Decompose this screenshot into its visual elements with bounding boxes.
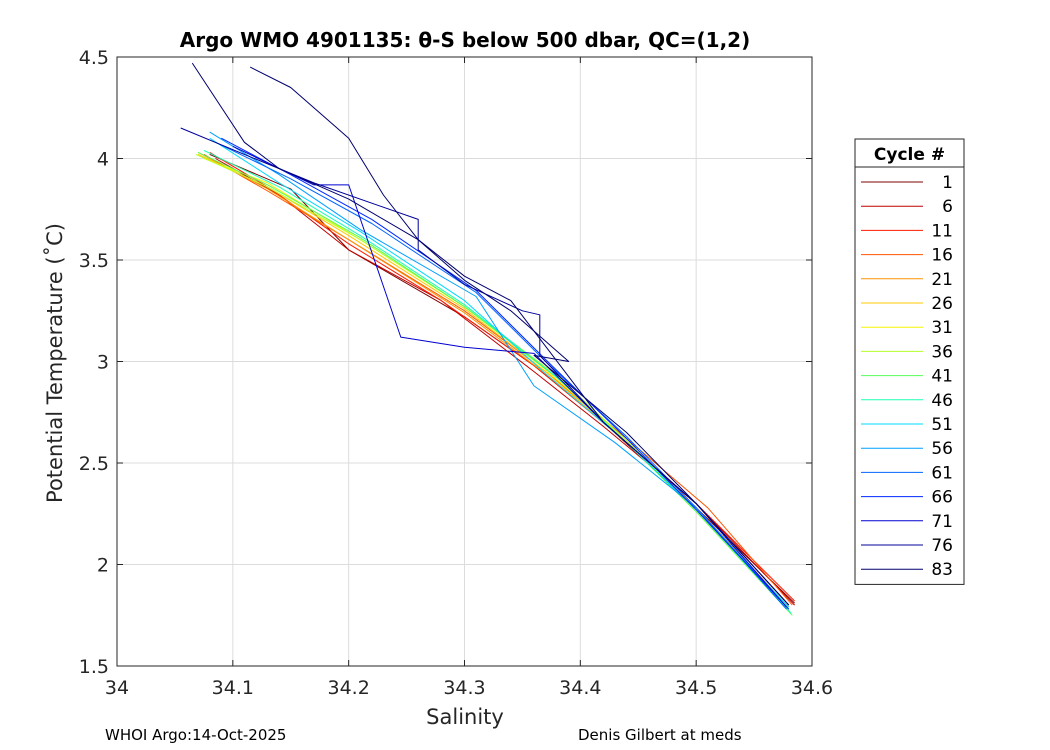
series-line-cycle-76 <box>180 127 790 606</box>
series-line-cycle-83b <box>249 66 790 606</box>
series-line-cycle-83 <box>191 62 790 606</box>
x-tick-label: 34.4 <box>559 677 601 699</box>
x-tick-label: 34.1 <box>212 677 254 699</box>
chart-title: Argo WMO 4901135: θ-S below 500 dbar, QC… <box>180 28 750 52</box>
y-axis-label: Potential Temperature (˚C) <box>43 223 67 503</box>
legend-entry-label: 71 <box>931 512 953 532</box>
legend-entry-label: 1 <box>942 173 953 193</box>
legend-entry-label: 46 <box>931 391 953 411</box>
legend-entry-label: 21 <box>931 270 953 290</box>
series-line-cycle-21 <box>197 151 790 608</box>
grid-lines <box>116 56 813 667</box>
x-tick-label: 34.6 <box>791 677 833 699</box>
series-line-cycle-66 <box>221 137 790 610</box>
x-tick-label: 34 <box>105 677 129 699</box>
legend-entry-label: 56 <box>931 439 953 459</box>
series-line-cycle-46 <box>203 149 792 614</box>
y-tick-label: 2 <box>97 555 109 577</box>
legend-entry-label: 61 <box>931 463 953 483</box>
x-tick-label: 34.3 <box>443 677 485 699</box>
y-tick-label: 4 <box>97 149 109 171</box>
series-line-cycle-36 <box>195 153 790 610</box>
y-tick-label: 2.5 <box>79 453 109 475</box>
legend-entry-label: 83 <box>931 560 953 580</box>
legend-box <box>854 138 965 585</box>
legend-entry-label: 66 <box>931 488 953 508</box>
y-tick-label: 1.5 <box>79 656 109 678</box>
legend-entry-label: 36 <box>931 342 953 362</box>
series-line-cycle-1 <box>209 153 795 604</box>
series-line-cycle-56 <box>209 131 790 610</box>
legend-title: Cycle # <box>874 145 945 165</box>
y-tick-label: 3.5 <box>79 250 109 272</box>
legend-entry-label: 31 <box>931 318 953 338</box>
series-line-cycle-31 <box>203 158 790 608</box>
footer-author: Denis Gilbert at meds <box>578 726 742 744</box>
y-tick-label: 3 <box>97 352 109 374</box>
legend-entry-label: 76 <box>931 536 953 556</box>
legend-entry-label: 16 <box>931 246 953 266</box>
x-tick-label: 34.2 <box>328 677 370 699</box>
x-tick-label: 34.5 <box>675 677 717 699</box>
series-line-cycle-11 <box>209 151 795 602</box>
x-axis-label: Salinity <box>426 705 504 729</box>
series-line-cycle-26 <box>197 153 790 610</box>
legend-entry-label: 6 <box>942 197 953 217</box>
series-line-cycle-41 <box>197 151 793 616</box>
legend-entry-label: 51 <box>931 415 953 435</box>
series-line-cycle-61 <box>215 141 787 610</box>
series-line-cycle-6 <box>215 158 795 606</box>
series-line-cycle-16 <box>203 153 793 606</box>
series-lines <box>180 62 795 616</box>
axis-ticks: 34 34.1 34.2 34.3 34.4 34.5 34.6 1.5 2 2.5 3 3.5 4 4.… <box>79 47 833 699</box>
y-tick-label: 4.5 <box>79 47 109 69</box>
legend-entry-label: 11 <box>931 221 953 241</box>
legend-entry-label: 41 <box>931 367 953 387</box>
legend-entry-label: 26 <box>931 294 953 314</box>
footer-source: WHOI Argo:14-Oct-2025 <box>105 726 287 744</box>
